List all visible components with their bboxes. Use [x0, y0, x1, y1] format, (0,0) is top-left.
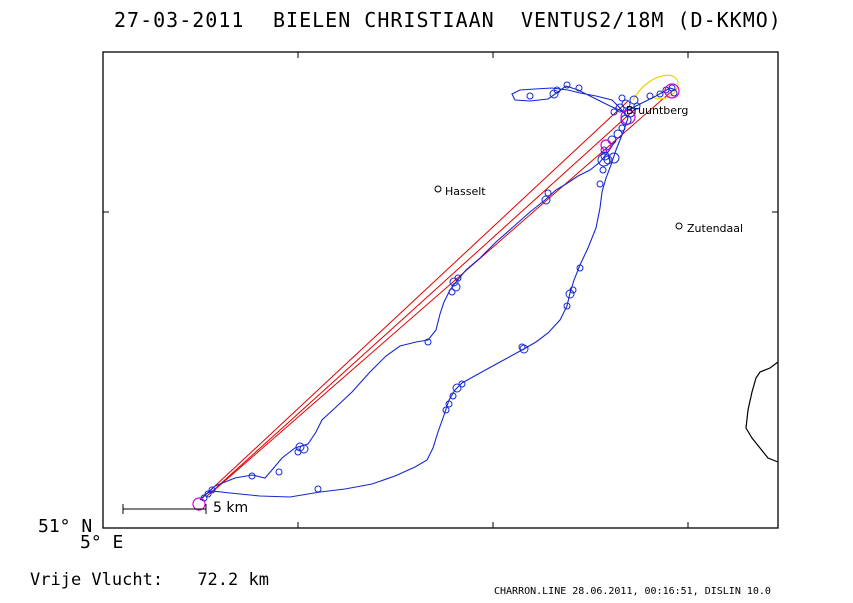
- place-label-zutendaal: Zutendaal: [687, 222, 744, 235]
- longitude-label: 5° E: [80, 532, 124, 553]
- distance-value: 72.2 km: [197, 570, 269, 590]
- place-label-hasselt: Hasselt: [445, 185, 486, 198]
- distance-readout: Vrije Vlucht: 72.2 km: [30, 570, 269, 590]
- credit-line: CHARRON.LINE 28.06.2011, 00:16:51, DISLI…: [494, 586, 771, 597]
- scale-bar: [122, 504, 207, 514]
- zutendaal-marker: [675, 222, 683, 230]
- place-label-genk: Bruuntberg: [626, 104, 688, 117]
- task-line: [199, 90, 673, 501]
- glider-type: VENTUS2/18M (D-KKMO): [521, 8, 782, 32]
- turnpoint-markers: [192, 83, 680, 511]
- place-label-genk-text: Bruuntberg: [626, 104, 689, 117]
- latitude-label: 51° N: [38, 516, 93, 537]
- pilot-name: BIELEN CHRISTIAAN: [273, 8, 495, 32]
- flight-date: 27-03-2011: [114, 8, 245, 32]
- thermal-circles: [200, 81, 678, 502]
- place-markers: [434, 185, 683, 230]
- hasselt-marker: [434, 185, 442, 193]
- country-border: [745, 361, 779, 463]
- map-border: [102, 51, 779, 529]
- axis-ticks: [103, 52, 778, 528]
- distance-label: Vrije Vlucht:: [30, 570, 164, 590]
- flight-track: [199, 85, 677, 501]
- final-glide-track: [632, 74, 679, 101]
- scale-bar-label: 5 km: [213, 500, 249, 516]
